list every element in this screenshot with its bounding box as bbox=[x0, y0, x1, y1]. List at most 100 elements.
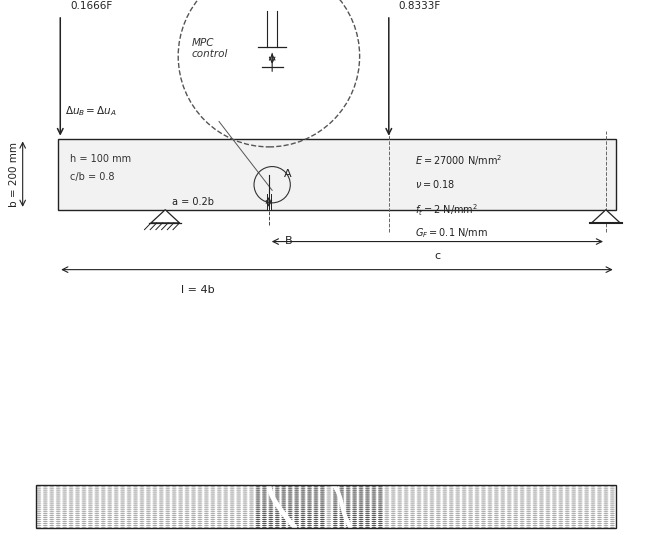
Circle shape bbox=[513, 507, 518, 508]
Circle shape bbox=[391, 519, 396, 520]
Circle shape bbox=[236, 490, 241, 491]
Circle shape bbox=[230, 495, 235, 496]
Circle shape bbox=[301, 519, 305, 520]
Circle shape bbox=[333, 486, 338, 487]
Circle shape bbox=[468, 490, 473, 491]
Circle shape bbox=[565, 505, 570, 507]
Circle shape bbox=[404, 521, 409, 522]
Circle shape bbox=[288, 513, 293, 514]
Circle shape bbox=[36, 515, 41, 516]
Circle shape bbox=[249, 486, 254, 487]
Circle shape bbox=[365, 493, 370, 495]
Circle shape bbox=[275, 503, 280, 505]
Circle shape bbox=[410, 487, 415, 489]
Circle shape bbox=[340, 490, 344, 491]
Circle shape bbox=[346, 487, 351, 489]
Circle shape bbox=[191, 513, 196, 514]
Circle shape bbox=[474, 499, 480, 501]
Circle shape bbox=[500, 515, 505, 516]
Circle shape bbox=[314, 501, 318, 502]
Circle shape bbox=[371, 490, 376, 491]
Circle shape bbox=[481, 519, 486, 520]
Circle shape bbox=[423, 492, 428, 493]
Circle shape bbox=[410, 503, 415, 505]
Circle shape bbox=[462, 495, 467, 496]
Circle shape bbox=[449, 517, 454, 518]
Circle shape bbox=[217, 492, 222, 493]
Circle shape bbox=[159, 493, 164, 495]
Circle shape bbox=[603, 513, 608, 514]
Circle shape bbox=[346, 521, 351, 522]
Circle shape bbox=[146, 511, 151, 513]
Circle shape bbox=[520, 515, 525, 516]
Circle shape bbox=[262, 525, 267, 526]
Circle shape bbox=[101, 519, 106, 520]
Circle shape bbox=[211, 511, 215, 513]
Circle shape bbox=[69, 487, 73, 489]
Circle shape bbox=[410, 513, 415, 514]
Circle shape bbox=[358, 495, 364, 496]
Circle shape bbox=[572, 492, 576, 493]
Circle shape bbox=[288, 492, 293, 493]
Circle shape bbox=[559, 521, 563, 522]
Circle shape bbox=[371, 487, 376, 489]
Circle shape bbox=[185, 511, 189, 513]
Circle shape bbox=[340, 495, 344, 496]
Circle shape bbox=[126, 492, 132, 493]
Circle shape bbox=[417, 503, 421, 505]
Circle shape bbox=[126, 495, 132, 496]
Circle shape bbox=[410, 495, 415, 496]
Circle shape bbox=[242, 523, 248, 524]
Circle shape bbox=[526, 495, 531, 496]
Circle shape bbox=[224, 505, 228, 507]
Circle shape bbox=[320, 519, 325, 520]
Circle shape bbox=[397, 511, 402, 513]
Circle shape bbox=[242, 495, 248, 496]
Circle shape bbox=[36, 501, 41, 502]
Circle shape bbox=[242, 486, 248, 487]
Circle shape bbox=[204, 507, 209, 508]
Circle shape bbox=[597, 521, 602, 522]
Circle shape bbox=[114, 513, 119, 514]
Circle shape bbox=[108, 519, 112, 520]
Circle shape bbox=[108, 487, 112, 489]
Circle shape bbox=[204, 499, 209, 501]
Circle shape bbox=[172, 498, 177, 499]
Circle shape bbox=[410, 521, 415, 522]
Circle shape bbox=[410, 490, 415, 491]
Circle shape bbox=[590, 525, 596, 526]
Circle shape bbox=[494, 517, 499, 518]
Circle shape bbox=[126, 505, 132, 507]
Circle shape bbox=[230, 503, 235, 505]
Circle shape bbox=[565, 493, 570, 495]
Circle shape bbox=[242, 499, 248, 501]
Circle shape bbox=[513, 495, 518, 496]
Circle shape bbox=[101, 499, 106, 501]
Circle shape bbox=[198, 495, 202, 496]
Circle shape bbox=[597, 486, 602, 487]
Circle shape bbox=[578, 495, 583, 496]
Circle shape bbox=[410, 498, 415, 499]
Circle shape bbox=[559, 523, 563, 524]
Circle shape bbox=[333, 523, 338, 524]
Circle shape bbox=[294, 493, 299, 495]
Circle shape bbox=[198, 492, 202, 493]
Circle shape bbox=[126, 507, 132, 508]
Circle shape bbox=[49, 498, 54, 499]
Circle shape bbox=[352, 521, 357, 522]
Circle shape bbox=[520, 521, 525, 522]
Circle shape bbox=[410, 511, 415, 513]
Circle shape bbox=[358, 525, 364, 526]
Circle shape bbox=[191, 505, 196, 507]
Circle shape bbox=[572, 509, 576, 510]
Circle shape bbox=[224, 515, 228, 516]
Circle shape bbox=[378, 511, 383, 513]
Circle shape bbox=[481, 505, 486, 507]
Circle shape bbox=[572, 523, 576, 524]
Circle shape bbox=[333, 493, 338, 495]
Circle shape bbox=[352, 527, 357, 528]
Circle shape bbox=[185, 523, 189, 524]
Circle shape bbox=[371, 507, 376, 508]
Circle shape bbox=[603, 498, 608, 499]
Circle shape bbox=[578, 498, 583, 499]
